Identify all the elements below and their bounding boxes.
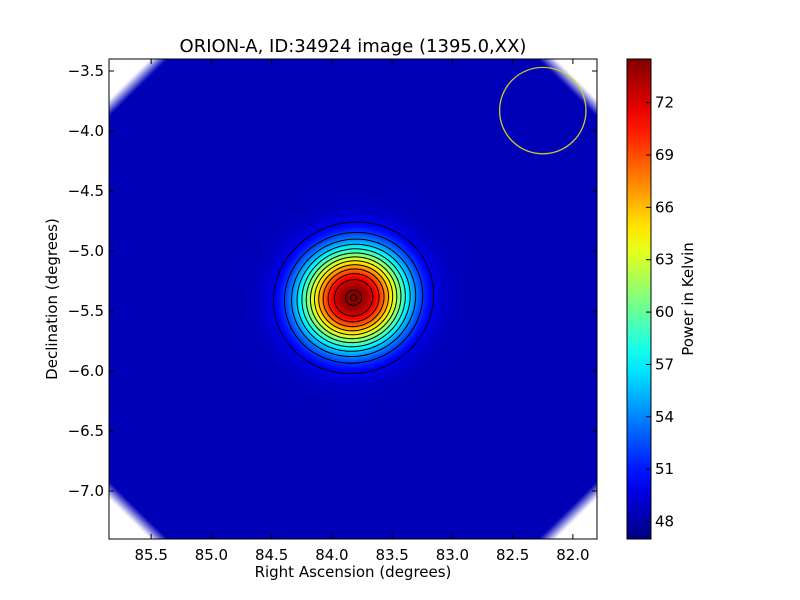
contour-line: [327, 273, 380, 323]
x-tick-label: 82.0: [556, 546, 589, 564]
y-axis-label: Declination (degrees): [43, 218, 61, 380]
y-tick-label: −5.5: [68, 302, 104, 320]
colorbar-tick-label: 66: [655, 198, 674, 216]
y-tick-label: −6.5: [68, 422, 104, 440]
x-tick-label: 85.5: [134, 546, 167, 564]
colorbar: 48 51 54 57 60 63 66 69 72: [626, 58, 674, 540]
contour-line: [322, 268, 385, 328]
y-tick-label: −5.0: [68, 242, 104, 260]
y-axis: −3.5 −4.0 −4.5 −5.0 −5.5 −6.0 −6.5 −7.0: [68, 62, 597, 500]
y-tick-label: −4.0: [68, 122, 104, 140]
contour-line: [291, 238, 417, 357]
chart-title: ORION-A, ID:34924 image (1395.0,XX): [180, 36, 527, 57]
y-tick-label: −6.0: [68, 362, 104, 380]
contour-lines: [273, 221, 435, 375]
x-tick-label: 84.0: [315, 546, 348, 564]
plot-area: [109, 59, 597, 539]
colorbar-tick-label: 51: [655, 460, 674, 478]
colorbar-tick-label: 54: [655, 408, 674, 426]
x-tick-label: 83.0: [436, 546, 469, 564]
colorbar-tick-label: 60: [655, 303, 674, 321]
contour-line: [296, 243, 411, 352]
contour-line: [273, 221, 435, 375]
x-tick-label: 83.5: [375, 546, 408, 564]
heatmap-image: [109, 59, 597, 539]
colorbar-frame: [626, 58, 652, 540]
contour-line: [318, 264, 389, 332]
colorbar-tick-label: 63: [655, 251, 674, 269]
contour-line: [301, 248, 406, 348]
colorbar-fill: [627, 59, 651, 539]
beam-circle: [498, 66, 587, 155]
colorbar-tick-label: 69: [655, 146, 674, 164]
contour-line: [345, 289, 363, 306]
peak-marker: [350, 294, 358, 302]
contour-line: [284, 231, 424, 364]
x-tick-label: 84.5: [255, 546, 288, 564]
colorbar-ticks: 48 51 54 57 60 63 66 69 72: [646, 94, 674, 531]
colorbar-tick-label: 72: [655, 94, 674, 112]
x-axis-label: Right Ascension (degrees): [255, 563, 452, 581]
x-tick-label: 82.5: [496, 546, 529, 564]
y-tick-label: −4.5: [68, 182, 104, 200]
y-tick-label: −3.5: [68, 62, 104, 80]
plot-frame: [108, 58, 598, 540]
contour-line: [333, 279, 374, 317]
y-tick-label: −7.0: [68, 482, 104, 500]
x-tick-label: 85.0: [195, 546, 228, 564]
contour-line: [314, 260, 394, 336]
contour-line: [305, 252, 402, 344]
x-axis: 85.5 85.0 84.5 84.0 83.5 83.0 82.5 82.0: [134, 59, 590, 564]
contour-line: [309, 256, 398, 340]
colorbar-tick-label: 48: [655, 513, 674, 531]
colorbar-tick-label: 57: [655, 355, 674, 373]
colorbar-label: Power in Kelvin: [679, 242, 697, 356]
